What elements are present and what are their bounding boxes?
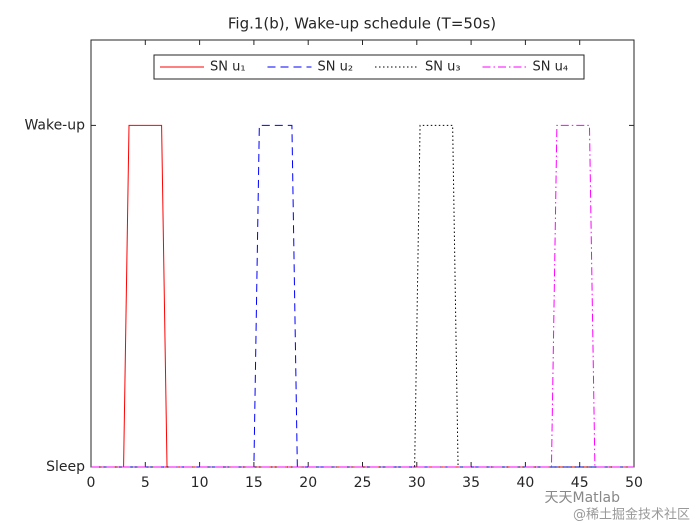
legend-label: SN u₁ — [210, 60, 246, 75]
watermark: 天天Matlab — [544, 490, 620, 506]
x-tick-label: 25 — [354, 475, 372, 491]
x-tick-label: 40 — [516, 475, 534, 491]
x-tick-label: 0 — [87, 475, 96, 491]
series-line — [91, 124, 634, 468]
x-tick-label: 30 — [408, 475, 426, 491]
y-tick-label: Sleep — [46, 459, 85, 475]
x-tick-label: 50 — [625, 475, 643, 491]
chart-title: Fig.1(b), Wake-up schedule (T=50s) — [228, 15, 496, 33]
x-tick-label: 15 — [245, 475, 263, 491]
x-tick-label: 20 — [299, 475, 317, 491]
legend-label: SN u₄ — [533, 60, 569, 75]
x-tick-label: 45 — [571, 475, 589, 491]
x-tick-label: 10 — [191, 475, 209, 491]
y-tick-label: Wake-up — [24, 117, 85, 133]
watermark: @稀土掘金技术社区 — [573, 507, 690, 523]
x-tick-label: 35 — [462, 475, 480, 491]
legend-box — [153, 54, 585, 80]
legend-label: SN u₃ — [425, 60, 461, 75]
legend-label: SN u₂ — [318, 60, 354, 75]
series-line — [91, 124, 634, 468]
x-tick-label: 5 — [141, 475, 150, 491]
